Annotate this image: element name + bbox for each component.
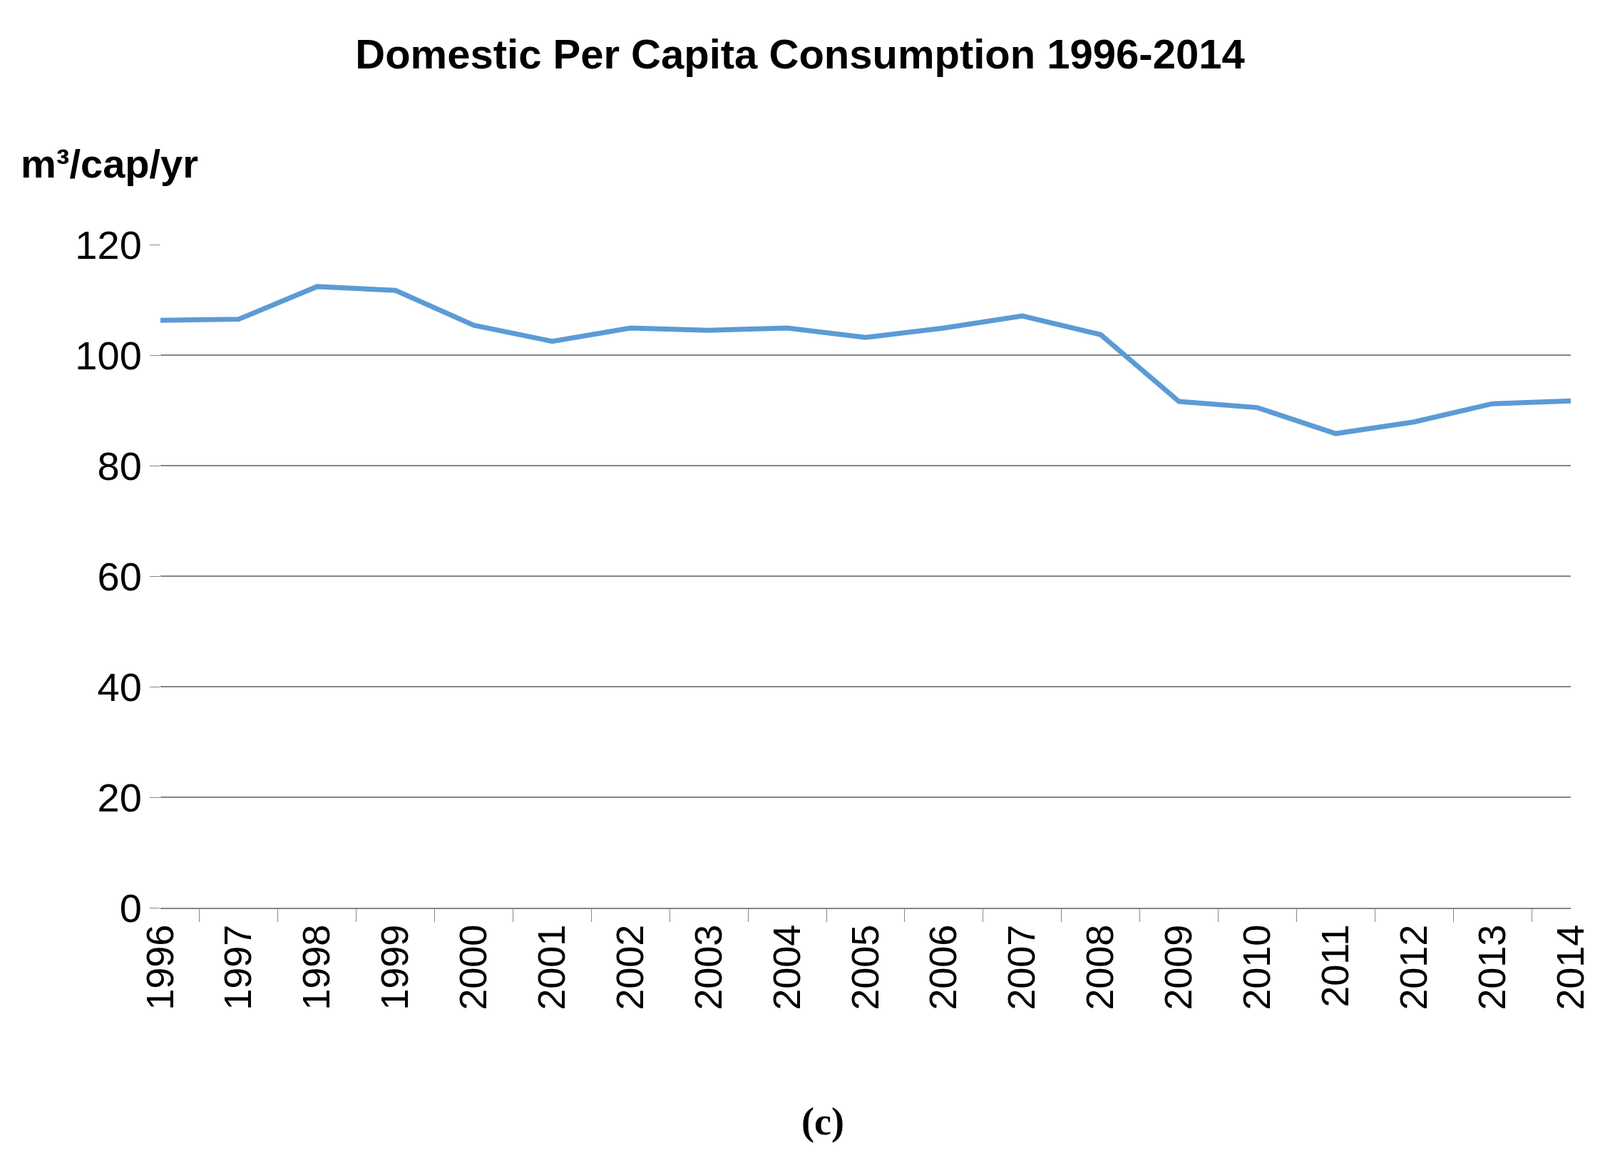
svg-text:2005: 2005	[843, 924, 887, 1011]
svg-text:1999: 1999	[372, 924, 416, 1011]
svg-text:1996: 1996	[138, 924, 182, 1011]
svg-text:2002: 2002	[608, 924, 651, 1011]
svg-text:2011: 2011	[1313, 924, 1357, 1008]
svg-text:2008: 2008	[1078, 924, 1121, 1011]
svg-text:2003: 2003	[686, 924, 730, 1011]
svg-text:2004: 2004	[765, 924, 808, 1011]
svg-text:2007: 2007	[999, 924, 1043, 1011]
svg-text:20: 20	[97, 775, 142, 820]
svg-text:60: 60	[97, 554, 142, 599]
svg-text:2012: 2012	[1391, 924, 1435, 1011]
svg-text:1997: 1997	[216, 924, 259, 1011]
svg-text:(c): (c)	[801, 1100, 845, 1143]
svg-text:2014: 2014	[1548, 924, 1592, 1011]
svg-text:m³/cap/yr: m³/cap/yr	[20, 141, 199, 187]
svg-text:1998: 1998	[294, 924, 338, 1011]
svg-text:0: 0	[119, 885, 142, 931]
svg-text:40: 40	[97, 664, 142, 710]
svg-text:2009: 2009	[1156, 924, 1200, 1011]
svg-text:2013: 2013	[1470, 924, 1514, 1011]
svg-text:2006: 2006	[921, 924, 964, 1011]
svg-text:100: 100	[74, 332, 142, 378]
svg-text:2000: 2000	[451, 924, 495, 1011]
svg-text:2001: 2001	[529, 924, 573, 1011]
svg-text:2010: 2010	[1234, 924, 1278, 1011]
svg-text:120: 120	[74, 222, 142, 268]
svg-text:80: 80	[97, 443, 142, 489]
svg-text:Domestic Per Capita Consumptio: Domestic Per Capita Consumption 1996-201…	[355, 30, 1245, 78]
